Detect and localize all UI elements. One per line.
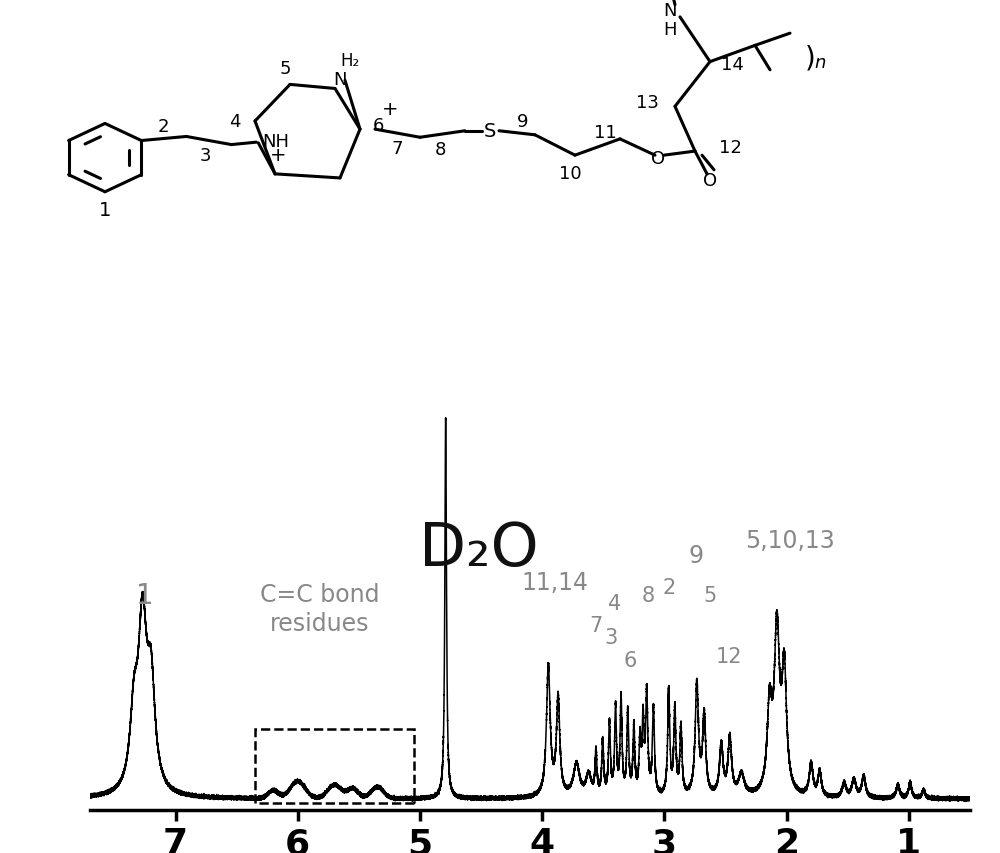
Text: 8: 8 xyxy=(642,585,655,606)
Text: O: O xyxy=(651,149,665,167)
Text: 2: 2 xyxy=(663,577,676,598)
Text: 6: 6 xyxy=(372,117,384,135)
Text: N: N xyxy=(663,3,677,20)
Text: 8: 8 xyxy=(435,141,446,159)
Text: 9: 9 xyxy=(517,113,528,131)
Text: 7: 7 xyxy=(392,140,403,158)
Text: 13: 13 xyxy=(636,94,658,112)
Text: N: N xyxy=(333,71,347,89)
Text: 9: 9 xyxy=(689,543,704,567)
Text: 3: 3 xyxy=(200,147,212,165)
Text: 1: 1 xyxy=(99,201,111,220)
Text: D₂O: D₂O xyxy=(419,519,538,578)
Bar xyxy=(255,728,414,804)
Text: H₂: H₂ xyxy=(340,52,360,70)
Text: 6: 6 xyxy=(624,650,637,670)
Text: 14: 14 xyxy=(721,56,743,74)
Text: n: n xyxy=(814,54,826,72)
Text: O: O xyxy=(703,171,717,189)
Text: 12: 12 xyxy=(719,139,741,157)
Text: 2: 2 xyxy=(158,119,170,136)
Text: 12: 12 xyxy=(716,646,742,666)
Text: 5,10,13: 5,10,13 xyxy=(745,528,835,552)
Text: 1: 1 xyxy=(136,581,154,609)
Text: 5: 5 xyxy=(703,585,716,606)
Text: 11: 11 xyxy=(594,125,617,142)
Text: NH: NH xyxy=(262,132,289,150)
Text: S: S xyxy=(484,122,496,141)
Text: 3: 3 xyxy=(604,627,617,647)
Text: H: H xyxy=(663,21,677,39)
Text: +: + xyxy=(270,146,287,165)
Text: 10: 10 xyxy=(559,165,581,183)
Text: ): ) xyxy=(805,44,815,73)
Text: 7: 7 xyxy=(589,616,603,635)
Text: 4: 4 xyxy=(229,113,241,131)
Text: +: + xyxy=(382,100,398,119)
Text: 11,14: 11,14 xyxy=(521,570,588,594)
Text: 5: 5 xyxy=(279,60,291,78)
Text: 4: 4 xyxy=(608,593,621,612)
Text: C=C bond
residues: C=C bond residues xyxy=(260,582,380,635)
